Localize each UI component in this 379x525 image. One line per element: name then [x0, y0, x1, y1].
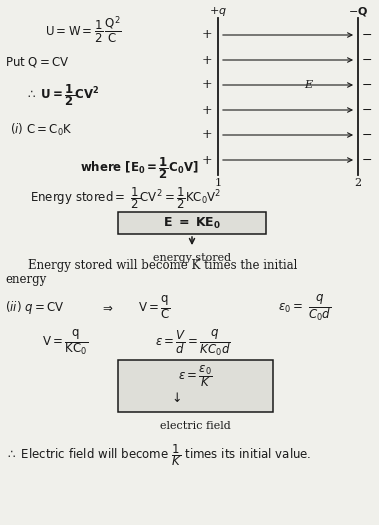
Text: $\varepsilon_0 =\ \dfrac{q}{C_0 d}$: $\varepsilon_0 =\ \dfrac{q}{C_0 d}$	[278, 293, 332, 323]
Text: $\mathrm{V = \dfrac{q}{C}}$: $\mathrm{V = \dfrac{q}{C}}$	[138, 295, 171, 321]
Text: +: +	[201, 54, 212, 67]
Text: 2: 2	[354, 178, 362, 188]
Text: $\mathrm{V = \dfrac{q}{KC_0}}$: $\mathrm{V = \dfrac{q}{KC_0}}$	[42, 329, 88, 358]
Text: +: +	[201, 129, 212, 142]
Text: $\varepsilon = \dfrac{\varepsilon_0}{K}$: $\varepsilon = \dfrac{\varepsilon_0}{K}$	[178, 363, 212, 389]
Text: E: E	[304, 80, 312, 90]
Text: $\mathrm{Energy\ stored=\ \dfrac{1}{2}CV^2 = \dfrac{1}{2}KC_0 V^2}$: $\mathrm{Energy\ stored=\ \dfrac{1}{2}CV…	[30, 185, 221, 211]
Text: −: −	[362, 28, 373, 41]
Text: $\mathrm{Put\ Q = CV}$: $\mathrm{Put\ Q = CV}$	[5, 55, 70, 69]
Text: $\downarrow$: $\downarrow$	[169, 391, 181, 405]
Text: $+q$: $+q$	[209, 5, 227, 18]
Text: $\mathbf{where\ [E_0 = \dfrac{1}{2}C_0 V]}$: $\mathbf{where\ [E_0 = \dfrac{1}{2}C_0 V…	[80, 155, 199, 181]
Text: energy: energy	[5, 274, 46, 287]
Text: +: +	[201, 103, 212, 117]
Text: +: +	[201, 79, 212, 91]
Text: −: −	[362, 153, 373, 166]
Text: $\varepsilon = \dfrac{V}{d} = \dfrac{q}{KC_0 d}$: $\varepsilon = \dfrac{V}{d} = \dfrac{q}{…	[155, 328, 231, 358]
Text: Energy stored will become K times the initial: Energy stored will become K times the in…	[28, 258, 298, 271]
Text: −: −	[362, 129, 373, 142]
Text: $\therefore\ \mathrm{Electric\ field\ will\ become}\ \dfrac{1}{K}\ \mathrm{times: $\therefore\ \mathrm{Electric\ field\ wi…	[5, 442, 312, 468]
Text: $\Rightarrow$: $\Rightarrow$	[100, 301, 114, 314]
Text: energy stored: energy stored	[153, 253, 231, 263]
Text: $(ii)\ q = \mathrm{CV}$: $(ii)\ q = \mathrm{CV}$	[5, 299, 64, 317]
Text: $(i)\ \mathrm{C = C_0K}$: $(i)\ \mathrm{C = C_0K}$	[10, 122, 73, 138]
Text: −: −	[362, 79, 373, 91]
Text: electric field: electric field	[160, 421, 230, 431]
Bar	[118, 212, 266, 234]
Text: $\mathrm{U = W = \dfrac{1}{2}\,\dfrac{Q^2}{C}}$: $\mathrm{U = W = \dfrac{1}{2}\,\dfrac{Q^…	[45, 14, 122, 46]
Text: 1: 1	[215, 178, 222, 188]
Text: $-\mathbf{Q}$: $-\mathbf{Q}$	[348, 5, 368, 18]
Text: +: +	[201, 28, 212, 41]
Text: $\mathbf{E\ =\ KE_0}$: $\mathbf{E\ =\ KE_0}$	[163, 215, 221, 230]
Bar	[118, 360, 273, 412]
Text: −: −	[362, 54, 373, 67]
Text: $\therefore\ \mathbf{U = \dfrac{1}{2}CV^2}$: $\therefore\ \mathbf{U = \dfrac{1}{2}CV^…	[25, 82, 99, 108]
Text: −: −	[362, 103, 373, 117]
Text: +: +	[201, 153, 212, 166]
